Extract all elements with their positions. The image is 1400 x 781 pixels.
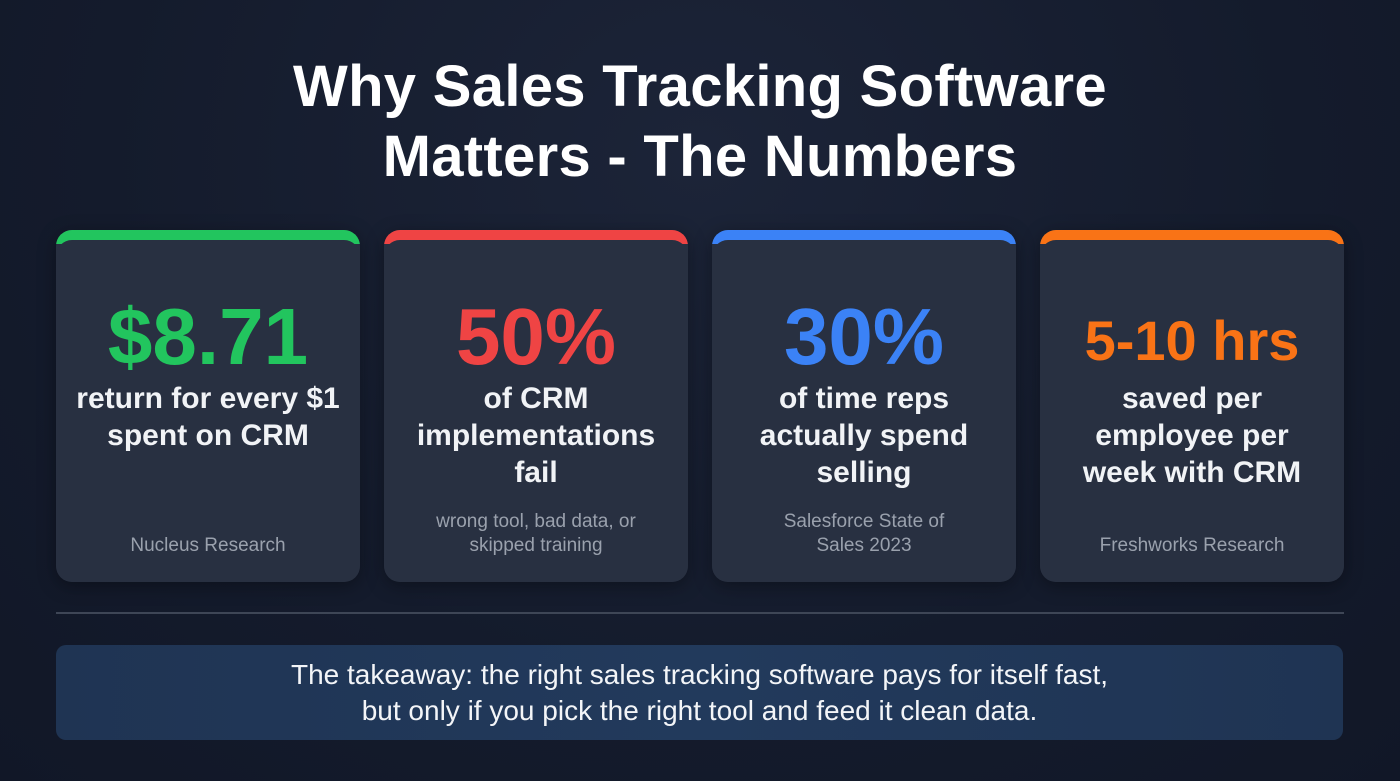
takeaway-line-2: but only if you pick the right tool and …	[361, 694, 1038, 726]
takeaway-line-1: The takeaway: the right sales tracking s…	[290, 658, 1109, 690]
card-body: 5-10 hrs saved per employee per week wit…	[1040, 240, 1344, 582]
stat-value: 30%	[783, 292, 945, 381]
stat-description: saved per employee per week with CRM	[1082, 382, 1302, 489]
stat-description: of CRM implementations fail	[416, 382, 656, 489]
title-line-2: Matters - The Numbers	[382, 124, 1018, 189]
stat-source: wrong tool, bad data, or skipped trainin…	[436, 511, 636, 556]
stat-source: Nucleus Research	[130, 535, 286, 556]
stat-card-selling-time: 30% of time reps actually spend selling …	[712, 230, 1016, 582]
stat-value: 5-10 hrs	[1084, 309, 1300, 372]
takeaway-text: The takeaway: the right sales tracking s…	[291, 657, 1108, 729]
page-title: Why Sales Tracking Software Matters - Th…	[0, 52, 1400, 192]
stat-card-failure: 50% of CRM implementations fail wrong to…	[384, 230, 688, 582]
stat-card-time-saved: 5-10 hrs saved per employee per week wit…	[1040, 230, 1344, 582]
stat-description: of time reps actually spend selling	[759, 382, 969, 489]
stat-description: return for every $1 spent on CRM	[76, 382, 340, 452]
takeaway-banner: The takeaway: the right sales tracking s…	[56, 645, 1343, 740]
stat-source: Salesforce State of Sales 2023	[783, 511, 945, 556]
card-body: 50% of CRM implementations fail wrong to…	[384, 240, 688, 582]
card-body: 30% of time reps actually spend selling …	[712, 240, 1016, 582]
section-divider	[56, 612, 1344, 614]
stat-source: Freshworks Research	[1099, 535, 1285, 556]
card-body: $8.71 return for every $1 spent on CRM N…	[56, 240, 360, 582]
stat-value: $8.71	[107, 292, 309, 381]
stat-card-roi: $8.71 return for every $1 spent on CRM N…	[56, 230, 360, 582]
title-line-1: Why Sales Tracking Software	[293, 54, 1107, 119]
stat-value: 50%	[455, 292, 617, 381]
